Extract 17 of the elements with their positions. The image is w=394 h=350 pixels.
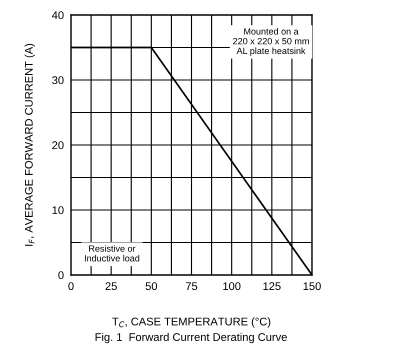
y-tick-label: 0 — [58, 271, 64, 280]
y-tick-label: 10 — [52, 206, 64, 214]
y-axis-title: I$_{F}$, AVERAGE FORWARD CURRENT (A) — [24, 44, 35, 246]
x-tick-label: 75 — [186, 282, 198, 290]
y-tick-label: 20 — [52, 141, 64, 150]
annotation: Resistive or Inductive load — [84, 245, 140, 262]
x-axis-title: T$_{C}$, CASE TEMPERATURE (°C) — [112, 317, 270, 328]
caption: Fig. 1 Forward Current Derating Curve — [96, 332, 287, 344]
x-tick-label: 50 — [146, 282, 158, 290]
x-tick-label: 150 — [304, 282, 321, 290]
x-tick-label: 0 — [68, 282, 74, 290]
x-tick-label: 125 — [263, 282, 281, 290]
x-tick-label: 100 — [223, 282, 240, 290]
y-tick-label: 40 — [52, 11, 64, 20]
annotation: Mounted on a 220 x 220 x 50 mm AL plate heatsink — [233, 28, 309, 56]
y-tick-label: 30 — [52, 76, 64, 84]
x-tick-label: 25 — [106, 282, 117, 290]
